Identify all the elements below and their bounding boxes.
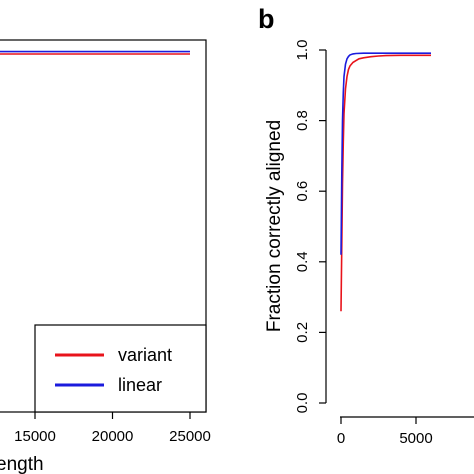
panel-b-y-ticks: 0.0 0.2 0.4 0.6 0.8 1.0 xyxy=(294,40,326,414)
panel-b-y-tick-label: 0.6 xyxy=(294,181,311,202)
legend-variant-label: variant xyxy=(118,345,172,365)
panel-a-x-axis-label: ength xyxy=(0,454,44,474)
panel-b-x-tick-label: 5000 xyxy=(399,430,432,447)
panel-a-x-tick-label: 25000 xyxy=(169,428,211,445)
panel-b-x-ticks: 0 5000 xyxy=(337,417,433,447)
legend-box xyxy=(34,324,207,413)
panel-a-legend: variant linear xyxy=(34,324,207,413)
panel-b: b 0.0 0.2 0.4 0.6 0.8 1.0 0 5000 Fraction corr… xyxy=(258,4,474,447)
panel-b-series xyxy=(340,52,431,312)
panel-b-y-tick-label: 0.4 xyxy=(294,251,311,272)
panel-b-series-line-linear xyxy=(340,52,431,255)
panel-b-y-tick-label: 0.0 xyxy=(294,393,311,414)
panel-a-x-tick-label: 20000 xyxy=(92,428,134,445)
panel-b-y-tick-label: 0.2 xyxy=(294,322,311,343)
panel-a-series xyxy=(0,50,190,55)
legend-linear-label: linear xyxy=(118,375,162,395)
panel-b-letter: b xyxy=(258,4,275,34)
panel-a: 15000 20000 25000 ength variant linear xyxy=(0,39,211,474)
panel-b-x-tick-label: 0 xyxy=(337,430,345,447)
panel-a-x-tick-label: 15000 xyxy=(14,428,56,445)
panel-b-series-line-variant xyxy=(340,54,431,312)
panel-b-y-tick-label: 1.0 xyxy=(294,40,311,61)
panel-b-y-tick-label: 0.8 xyxy=(294,110,311,131)
panel-a-x-ticks: 15000 20000 25000 xyxy=(14,412,211,445)
panel-b-y-axis-label: Fraction correctly aligned xyxy=(264,120,285,332)
